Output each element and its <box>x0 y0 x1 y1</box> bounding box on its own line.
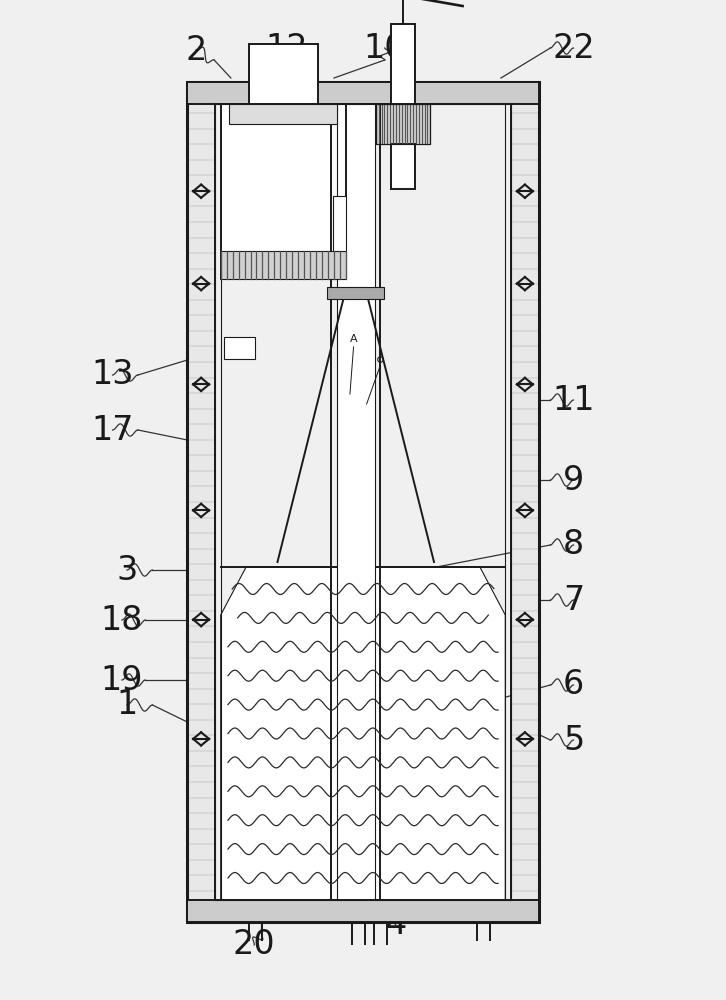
Bar <box>376 104 431 144</box>
Bar <box>337 104 375 900</box>
Text: 9: 9 <box>563 464 584 496</box>
Text: 22: 22 <box>552 31 595 64</box>
Text: 10: 10 <box>364 31 406 64</box>
Bar <box>187 82 539 104</box>
Text: 12: 12 <box>266 31 308 64</box>
Text: 3: 3 <box>116 554 138 586</box>
Bar <box>376 104 431 144</box>
Bar <box>327 287 384 299</box>
Text: 1: 1 <box>116 688 138 722</box>
Text: 18: 18 <box>101 603 143 637</box>
Text: 4: 4 <box>385 908 407 942</box>
Bar <box>229 104 337 124</box>
Text: 17: 17 <box>91 414 134 446</box>
Bar <box>187 82 215 922</box>
Text: 20: 20 <box>233 928 275 962</box>
Bar <box>333 196 346 251</box>
Text: A: A <box>350 334 357 344</box>
Text: 8: 8 <box>563 528 584 562</box>
Bar <box>221 251 346 279</box>
Bar <box>391 24 415 104</box>
Text: 11: 11 <box>552 383 595 416</box>
Polygon shape <box>221 567 505 900</box>
Text: 2: 2 <box>185 33 207 66</box>
Bar <box>224 337 255 359</box>
Text: 19: 19 <box>101 664 143 696</box>
Bar <box>249 44 318 104</box>
Bar <box>187 82 539 922</box>
Bar <box>391 144 415 189</box>
Text: 13: 13 <box>91 359 134 391</box>
Text: 7: 7 <box>563 584 584 616</box>
Bar <box>511 82 539 922</box>
Text: 6: 6 <box>563 668 584 702</box>
Bar <box>221 104 346 279</box>
Text: 5: 5 <box>563 724 584 756</box>
Bar <box>187 900 539 922</box>
